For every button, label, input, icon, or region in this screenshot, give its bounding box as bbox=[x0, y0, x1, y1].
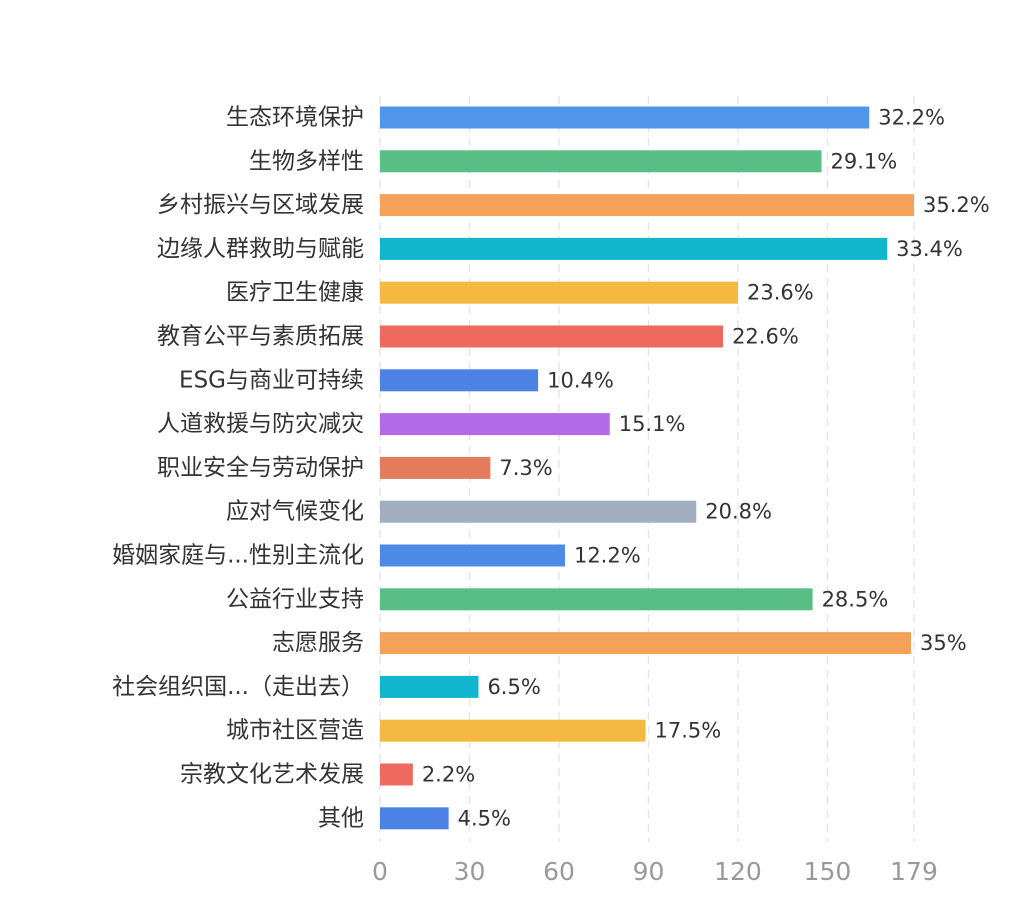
value-label: 35% bbox=[920, 631, 967, 655]
value-label: 33.4% bbox=[896, 237, 963, 261]
bar bbox=[380, 456, 491, 479]
category-label: 公益行业支持 bbox=[226, 586, 364, 612]
bar bbox=[380, 807, 449, 830]
category-label: 志愿服务 bbox=[272, 630, 364, 656]
category-label: 教育公平与素质拓展 bbox=[157, 324, 364, 350]
x-axis-ticks: 0 30 60 90 120 150 179 bbox=[372, 857, 938, 886]
x-tick-label: 30 bbox=[454, 857, 486, 886]
value-label: 29.1% bbox=[831, 149, 898, 173]
category-label: 边缘人群救助与赋能 bbox=[157, 236, 364, 262]
x-tick-label: 179 bbox=[890, 857, 938, 886]
value-label: 15.1% bbox=[619, 412, 686, 436]
bar bbox=[380, 588, 813, 611]
category-label: 职业安全与劳动保护 bbox=[157, 455, 364, 481]
bar bbox=[380, 632, 912, 655]
x-tick-label: 90 bbox=[633, 857, 665, 886]
category-label: ESG与商业可持续 bbox=[179, 367, 364, 393]
value-label: 7.3% bbox=[499, 456, 552, 480]
value-label: 20.8% bbox=[705, 500, 772, 524]
bars bbox=[380, 106, 914, 830]
value-label: 4.5% bbox=[458, 806, 511, 830]
category-label: 其他 bbox=[318, 805, 364, 831]
bar bbox=[380, 413, 610, 436]
bar bbox=[380, 675, 479, 698]
bar bbox=[380, 325, 724, 348]
bar bbox=[380, 237, 888, 260]
x-tick-label: 60 bbox=[543, 857, 575, 886]
category-label: 应对气候变化 bbox=[226, 499, 364, 525]
bar bbox=[380, 150, 822, 173]
category-label: 宗教文化艺术发展 bbox=[180, 762, 364, 788]
value-label: 23.6% bbox=[747, 281, 814, 305]
category-label: 乡村振兴与区域发展 bbox=[157, 192, 364, 218]
value-label: 35.2% bbox=[923, 193, 990, 217]
value-label: 10.4% bbox=[547, 368, 614, 392]
bar bbox=[380, 106, 870, 129]
x-tick-label: 150 bbox=[804, 857, 852, 886]
category-label: 医疗卫生健康 bbox=[226, 280, 364, 306]
category-label: 人道救援与防灾减灾 bbox=[157, 411, 364, 437]
bar bbox=[380, 544, 565, 567]
category-label: 社会组织国...（走出去） bbox=[112, 674, 364, 700]
grid-lines bbox=[379, 96, 915, 842]
value-label: 17.5% bbox=[655, 719, 722, 743]
x-tick-label: 0 bbox=[372, 857, 388, 886]
bar bbox=[380, 369, 539, 392]
category-labels: 生态环境保护生物多样性乡村振兴与区域发展边缘人群救助与赋能医疗卫生健康教育公平与… bbox=[112, 105, 364, 832]
bar bbox=[380, 719, 646, 742]
value-label: 32.2% bbox=[878, 106, 945, 130]
value-label: 28.5% bbox=[822, 587, 889, 611]
value-label: 6.5% bbox=[487, 675, 540, 699]
value-label: 22.6% bbox=[732, 325, 799, 349]
category-label: 城市社区营造 bbox=[226, 718, 364, 744]
value-label: 2.2% bbox=[422, 763, 475, 787]
bar bbox=[380, 763, 413, 786]
value-labels: 32.2% 29.1% 35.2% 33.4% 23.6% 22.6% 10.4%15.1%… bbox=[422, 106, 990, 831]
bar bbox=[380, 194, 914, 217]
category-label: 生物多样性 bbox=[249, 148, 364, 174]
category-label: 婚姻家庭与...性别主流化 bbox=[112, 543, 364, 569]
bar bbox=[380, 500, 697, 523]
value-label: 12.2% bbox=[574, 544, 641, 568]
bar bbox=[380, 281, 738, 304]
category-label: 生态环境保护 bbox=[226, 105, 364, 131]
x-tick-label: 120 bbox=[714, 857, 762, 886]
